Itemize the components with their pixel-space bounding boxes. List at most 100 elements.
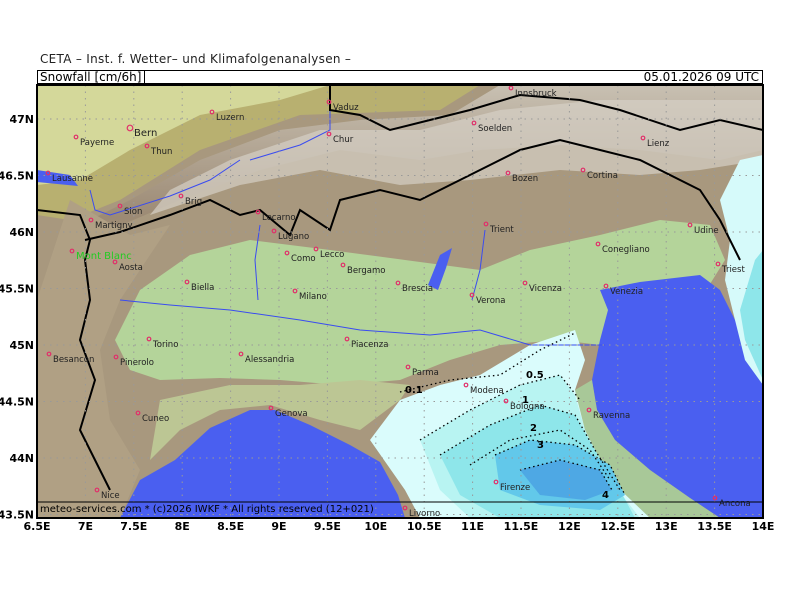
city-label: Brescia: [402, 284, 433, 294]
city-marker-icon: [603, 283, 609, 289]
city-marker-icon: [271, 228, 277, 234]
city-marker-icon: [146, 336, 152, 342]
city-bologna: Bologna: [503, 398, 545, 412]
city-marker-icon: [45, 170, 51, 176]
city-label: Martigny: [95, 221, 133, 231]
city-brescia: Brescia: [395, 280, 433, 294]
city-label: Bergamo: [347, 266, 386, 276]
adriatic-sea: [592, 275, 763, 518]
city-label: Lugano: [278, 232, 309, 242]
city-pinerolo: Pinerolo: [113, 354, 154, 368]
city-marker-icon: [184, 279, 190, 285]
city-ravenna: Ravenna: [586, 407, 630, 421]
city-marker-icon: [88, 217, 94, 223]
city-marker-icon: [340, 262, 346, 268]
city-label: Venezia: [610, 287, 643, 297]
city-label: Biella: [191, 283, 214, 293]
city-udine: Udine: [687, 222, 719, 236]
city-vaduz: Vaduz: [326, 99, 359, 113]
city-marker-icon: [209, 109, 215, 115]
city-conegliano: Conegliano: [595, 241, 650, 255]
city-marker-icon: [126, 124, 134, 132]
lon-tick-label: 10E: [364, 520, 387, 533]
lon-tick-label: 9.5E: [314, 520, 341, 533]
city-modena: Modena: [463, 382, 504, 396]
city-label: Bozen: [512, 174, 538, 184]
map-frame: [36, 84, 764, 519]
city-trient: Trient: [483, 221, 514, 235]
city-marker-icon: [69, 248, 75, 254]
city-piacenza: Piacenza: [344, 336, 388, 350]
city-marker-icon: [238, 351, 244, 357]
city-livorno: Livorno: [402, 505, 440, 518]
lat-tick-label: 45.5N: [0, 283, 34, 296]
contour-label-0.5: 0.5: [526, 370, 544, 381]
city-label: Aosta: [119, 263, 143, 273]
city-nice: Nice: [94, 487, 120, 501]
city-marker-icon: [402, 505, 408, 511]
city-marker-icon: [292, 288, 298, 294]
city-label: Firenze: [500, 483, 530, 493]
city-parma: Parma: [405, 364, 439, 378]
lon-tick-label: 13E: [655, 520, 678, 533]
header-bar: Snowfall [cm/6h] 05.01.2026 09 UTC: [37, 70, 763, 84]
city-lecco: Lecco: [313, 246, 344, 260]
city-triest: Triest: [715, 261, 745, 275]
city-label: Lausanne: [52, 174, 93, 184]
lat-tick-label: 45N: [9, 339, 34, 352]
city-marker-icon: [268, 405, 274, 411]
city-label: Bologna: [510, 402, 545, 412]
city-marker-icon: [113, 354, 119, 360]
city-label: Ancona: [719, 499, 751, 509]
city-marker-icon: [640, 135, 646, 141]
city-marker-icon: [344, 336, 350, 342]
city-besancon: Besancon: [46, 351, 94, 365]
city-marker-icon: [117, 203, 123, 209]
city-marker-icon: [687, 222, 693, 228]
snow-east-inner: [740, 250, 763, 380]
city-bern: Bern: [126, 124, 157, 139]
city-genova: Genova: [268, 405, 308, 419]
city-marker-icon: [405, 364, 411, 370]
city-marker-icon: [255, 209, 261, 215]
lat-tick-label: 44N: [9, 452, 34, 465]
ligurian-sea: [120, 410, 405, 518]
city-marker-icon: [313, 246, 319, 252]
contour-label-0.1: 0.1: [405, 385, 423, 396]
city-lausanne: Lausanne: [45, 170, 93, 184]
lon-tick-label: 6.5E: [23, 520, 50, 533]
credit-text: meteo-services.com * (c)2026 IWKF * All …: [40, 504, 374, 515]
city-marker-icon: [135, 410, 141, 416]
city-bozen: Bozen: [505, 170, 538, 184]
city-label: Vaduz: [333, 103, 359, 113]
city-label: Mont Blanc: [76, 251, 132, 262]
city-marker-icon: [471, 120, 477, 126]
contour-label-3: 3: [537, 440, 544, 451]
city-label: Lienz: [647, 139, 670, 149]
city-label: Trient: [489, 225, 514, 235]
city-marker-icon: [493, 479, 499, 485]
city-cortina: Cortina: [580, 167, 618, 181]
lon-tick-label: 12E: [558, 520, 581, 533]
city-marker-icon: [144, 143, 150, 149]
city-label: Thun: [150, 147, 172, 157]
alps: [60, 85, 763, 350]
city-thun: Thun: [144, 143, 172, 157]
city-marker-icon: [395, 280, 401, 286]
lon-tick-label: 11E: [461, 520, 484, 533]
lat-tick-label: 46.5N: [0, 170, 34, 183]
lon-tick-label: 14E: [752, 520, 775, 533]
lat-tick-label: 44.5N: [0, 396, 34, 409]
city-lugano: Lugano: [271, 228, 309, 242]
city-bergamo: Bergamo: [340, 262, 386, 276]
city-marker-icon: [469, 292, 475, 298]
contour-label-1: 1: [522, 395, 529, 406]
city-label: Como: [291, 254, 316, 264]
city-marker-icon: [326, 99, 332, 105]
lon-tick-label: 13.5E: [697, 520, 732, 533]
city-ancona: Ancona: [712, 495, 751, 509]
contour-label-4: 4: [602, 490, 609, 501]
city-luzern: Luzern: [209, 109, 244, 123]
city-firenze: Firenze: [493, 479, 530, 493]
city-label: Soelden: [478, 124, 512, 134]
